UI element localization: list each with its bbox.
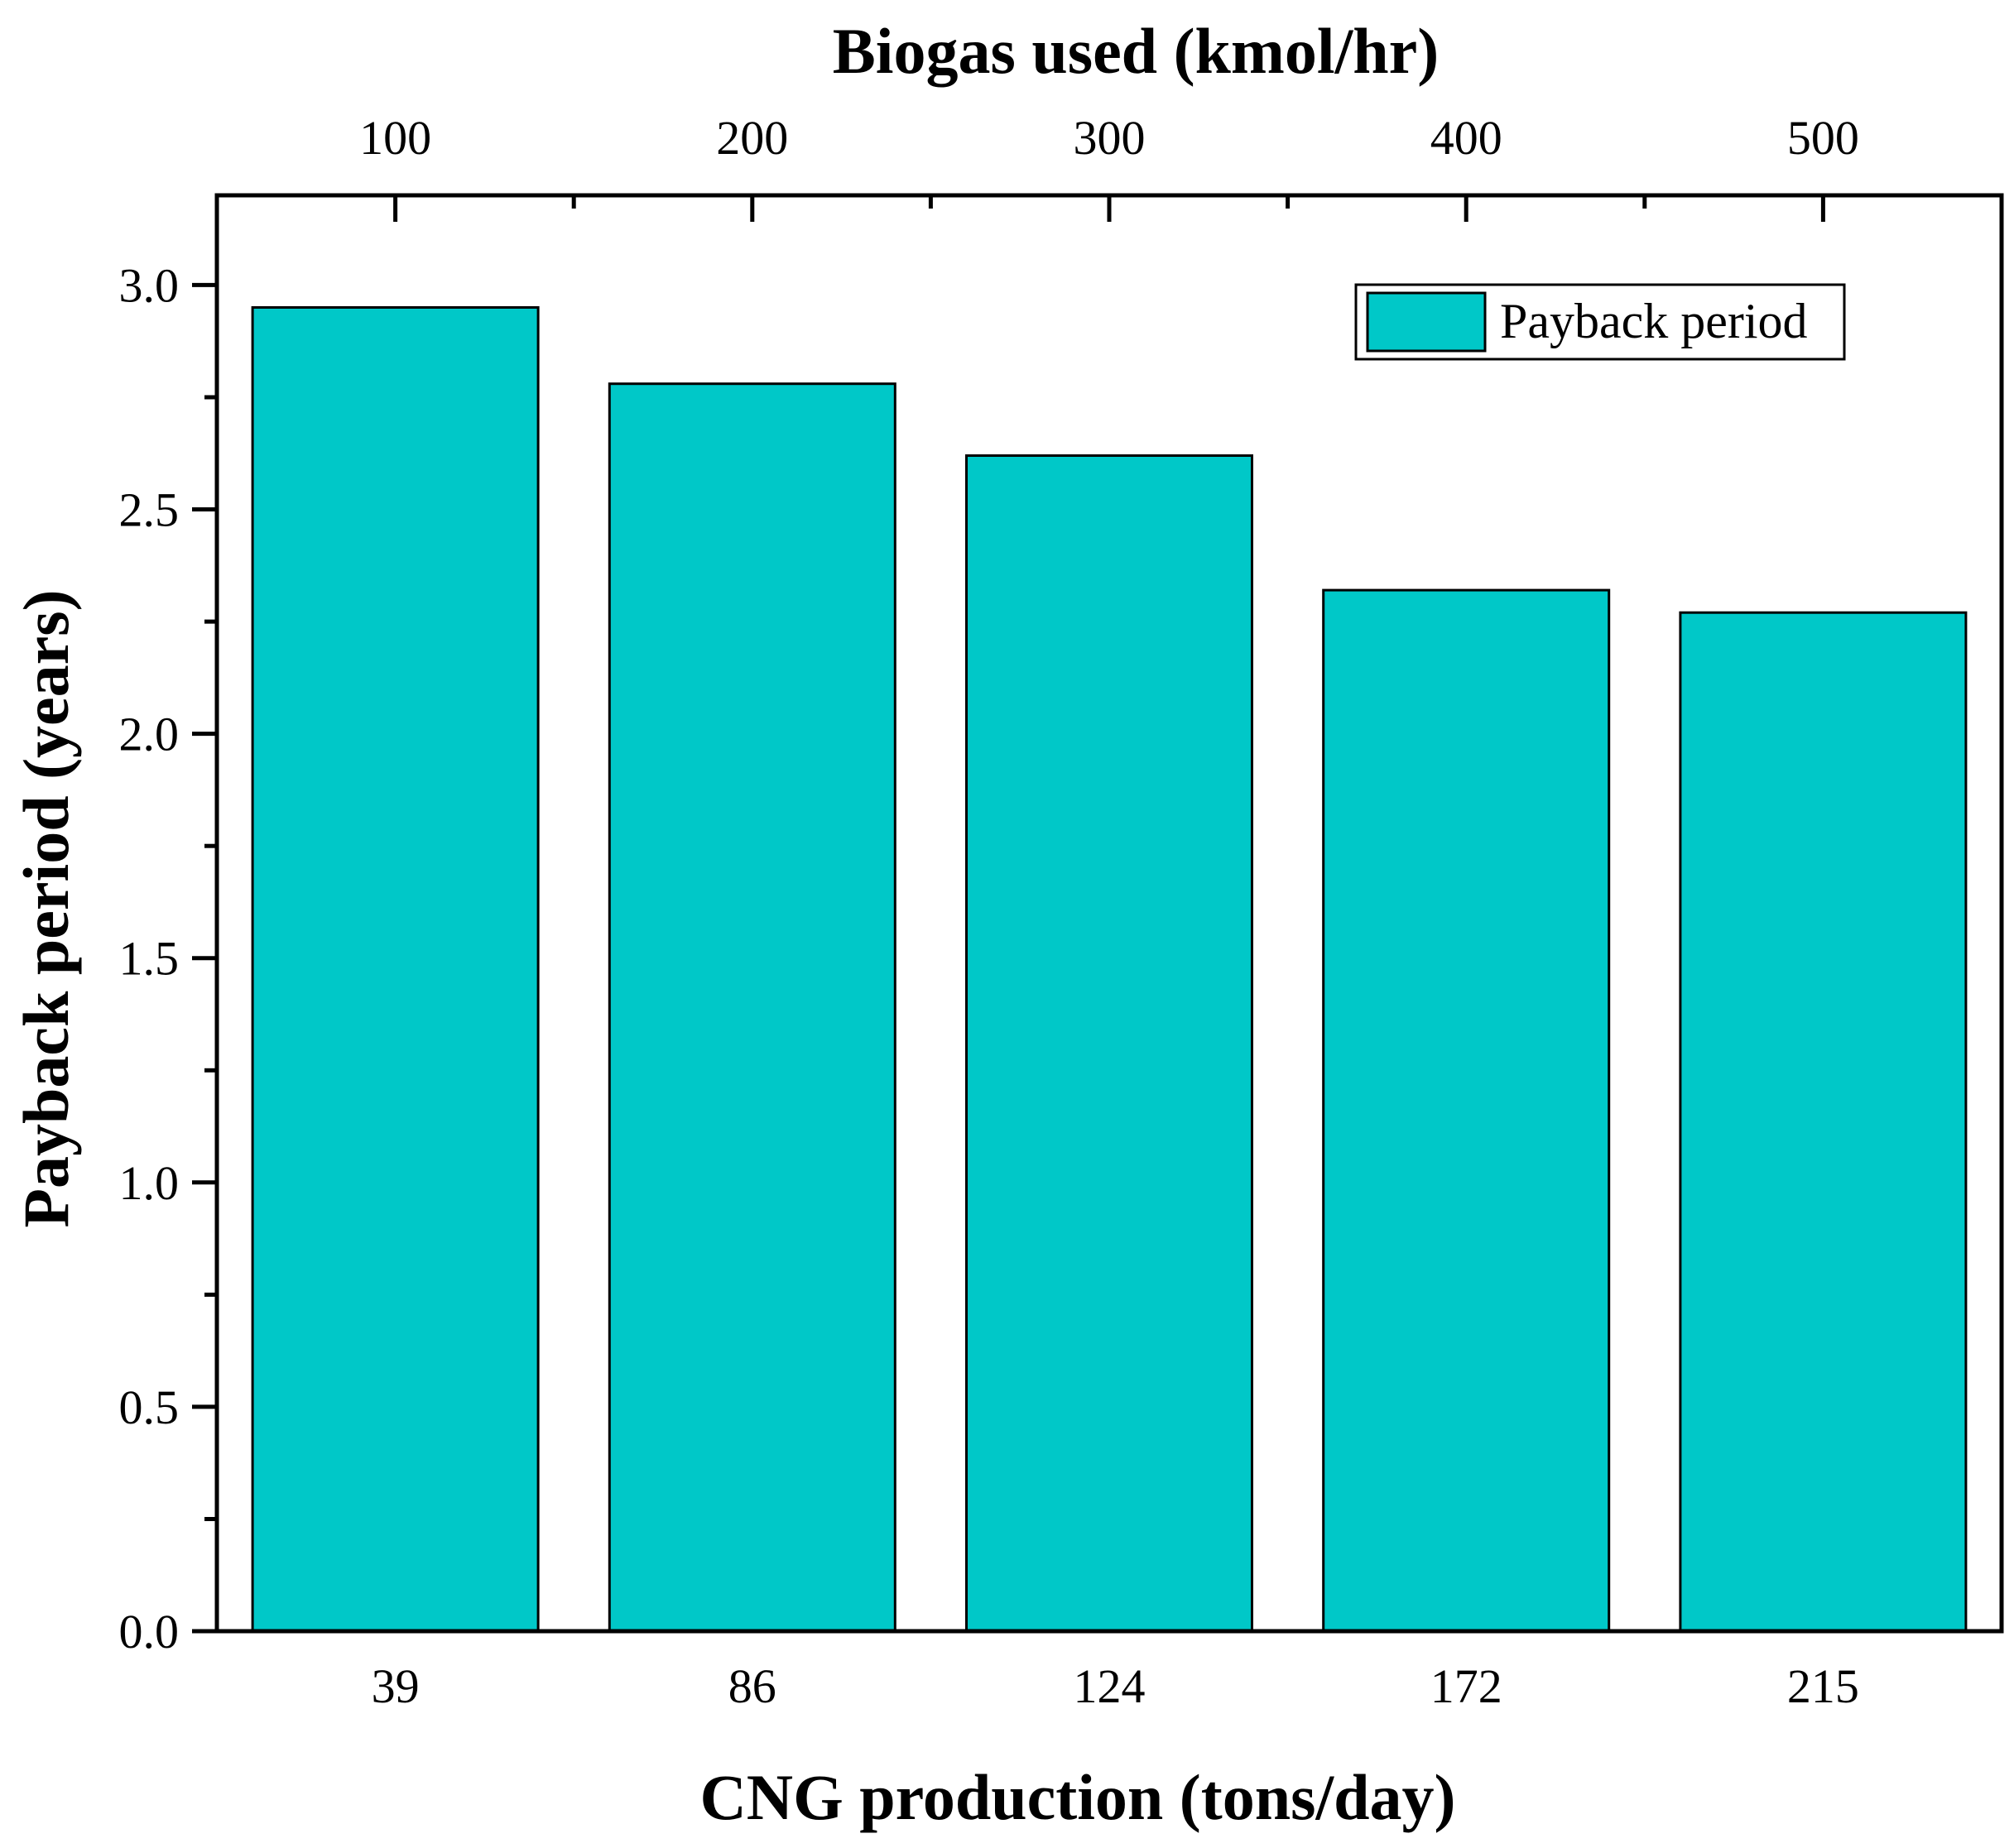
bottom-axis-ticks: 39 86 124 172 215 — [372, 1659, 1859, 1713]
legend: Payback period — [1354, 283, 1846, 361]
top-axis-title: Biogas used (kmol/hr) — [833, 15, 1439, 87]
y-tick-label: 0.5 — [119, 1380, 180, 1434]
top-tick-label: 400 — [1430, 111, 1502, 165]
bar-86 — [608, 382, 896, 1633]
legend-swatch — [1366, 291, 1487, 353]
bar-39 — [251, 306, 540, 1633]
y-axis-ticks: 0.0 0.5 1.0 1.5 2.0 2.5 3.0 — [119, 258, 217, 1658]
y-tick-label: 2.0 — [119, 708, 180, 761]
top-tick-label: 100 — [359, 111, 431, 165]
y-tick-label: 1.0 — [119, 1156, 180, 1210]
top-axis-ticks: 100 200 300 400 500 — [359, 111, 1859, 222]
bar-172 — [1322, 588, 1611, 1633]
bar-124 — [965, 454, 1253, 1633]
x-tick-label: 124 — [1074, 1659, 1146, 1713]
y-tick-label: 3.0 — [119, 258, 180, 312]
x-tick-label: 172 — [1430, 1659, 1502, 1713]
y-axis-title: Payback period (years) — [10, 589, 82, 1227]
bars-group — [251, 306, 1968, 1633]
y-tick-label: 1.5 — [119, 932, 180, 986]
top-tick-label: 200 — [716, 111, 788, 165]
top-tick-label: 500 — [1787, 111, 1859, 165]
y-tick-label: 2.5 — [119, 483, 180, 537]
x-tick-label: 39 — [372, 1659, 420, 1713]
bar-215 — [1679, 611, 1968, 1633]
x-tick-label: 215 — [1787, 1659, 1859, 1713]
x-tick-label: 86 — [728, 1659, 776, 1713]
x-axis-title: CNG production (tons/day) — [699, 1761, 1455, 1833]
legend-label: Payback period — [1500, 294, 1808, 348]
y-tick-label: 0.0 — [119, 1605, 180, 1658]
top-tick-label: 300 — [1074, 111, 1146, 165]
